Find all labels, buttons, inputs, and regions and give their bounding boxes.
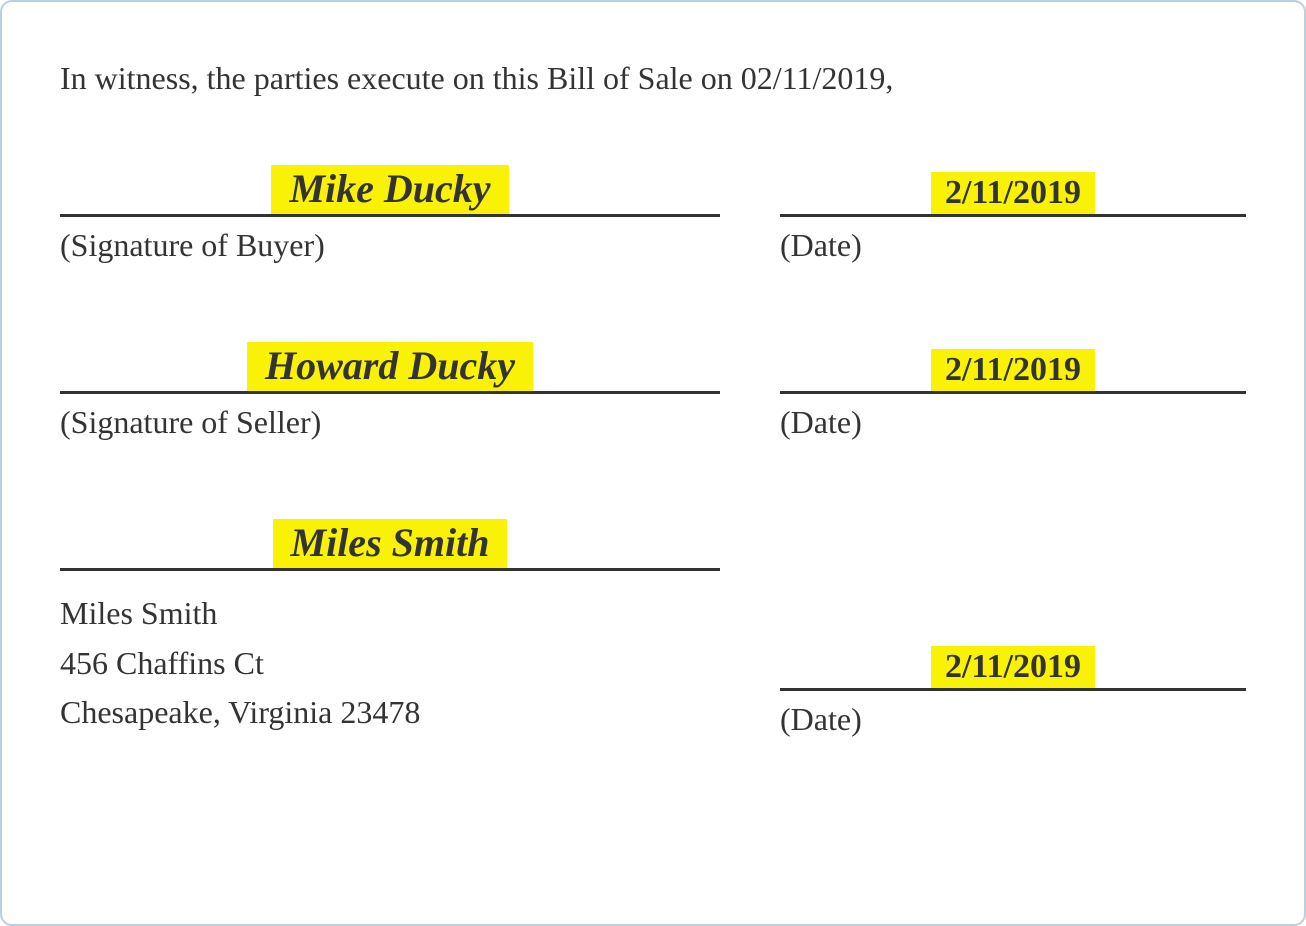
signature-line-buyer: Mike Ducky (60, 157, 720, 217)
signature-block-seller: Howard Ducky (Signature of Seller) 2/11/… (60, 334, 1246, 441)
signature-line-seller: Howard Ducky (60, 334, 720, 394)
seller-date-caption: (Date) (780, 404, 1246, 441)
witness-date-caption: (Date) (780, 701, 1246, 738)
witness-name: Miles Smith (60, 589, 720, 639)
witness-street: 456 Chaffins Ct (60, 639, 720, 689)
witness-signature: Miles Smith (273, 519, 508, 568)
intro-text: In witness, the parties execute on this … (60, 60, 1246, 97)
seller-signature: Howard Ducky (247, 342, 533, 391)
date-line-buyer: 2/11/2019 (780, 157, 1246, 217)
signature-line-witness: Miles Smith (60, 511, 720, 571)
document-frame: In witness, the parties execute on this … (0, 0, 1306, 926)
buyer-signature: Mike Ducky (271, 165, 508, 214)
signature-block-witness: Miles Smith Miles Smith 456 Chaffins Ct … (60, 511, 1246, 738)
buyer-date: 2/11/2019 (931, 172, 1095, 214)
witness-city-state-zip: Chesapeake, Virginia 23478 (60, 688, 720, 738)
buyer-date-caption: (Date) (780, 227, 1246, 264)
witness-date: 2/11/2019 (931, 646, 1095, 688)
buyer-signature-caption: (Signature of Buyer) (60, 227, 720, 264)
date-line-witness: 2/11/2019 (780, 631, 1246, 691)
witness-address-block: Miles Smith 456 Chaffins Ct Chesapeake, … (60, 589, 720, 738)
seller-date: 2/11/2019 (931, 349, 1095, 391)
date-line-seller: 2/11/2019 (780, 334, 1246, 394)
signature-block-buyer: Mike Ducky (Signature of Buyer) 2/11/201… (60, 157, 1246, 264)
seller-signature-caption: (Signature of Seller) (60, 404, 720, 441)
